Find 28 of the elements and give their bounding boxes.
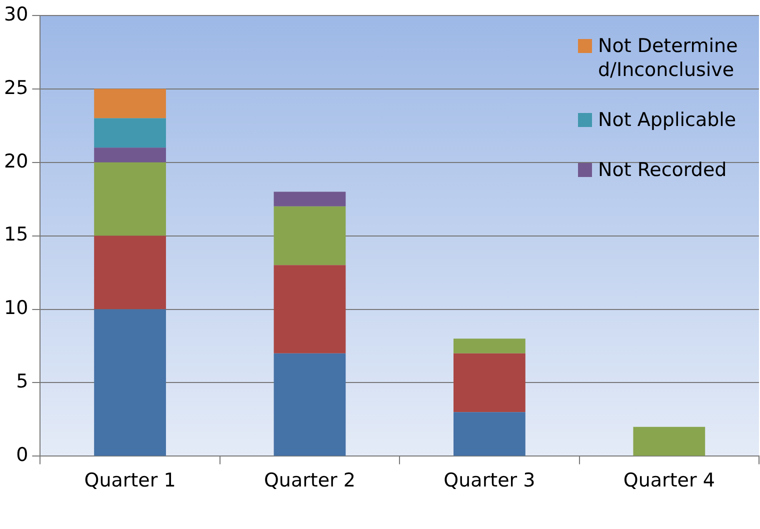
y-tick-label: 0 xyxy=(16,444,28,466)
legend-label: Not Recorded xyxy=(598,158,727,182)
bar xyxy=(274,353,346,456)
bar xyxy=(94,236,166,310)
bar xyxy=(454,412,526,456)
y-tick-label: 15 xyxy=(4,224,28,246)
legend-label: Not Applicable xyxy=(598,108,736,132)
bar xyxy=(274,206,346,266)
y-tick-label: 10 xyxy=(4,297,28,320)
bar xyxy=(274,192,346,206)
bar xyxy=(633,426,706,456)
y-tick-label: 30 xyxy=(4,3,28,26)
bar xyxy=(454,338,526,354)
x-tick-label: Quarter 2 xyxy=(264,470,356,492)
x-tick-label: Quarter 1 xyxy=(84,470,176,492)
bar xyxy=(94,88,166,118)
y-tick-label: 5 xyxy=(16,370,28,393)
y-tick-label: 25 xyxy=(4,76,28,99)
x-tick-label: Quarter 3 xyxy=(444,470,536,492)
y-tick-label: 20 xyxy=(4,150,28,172)
bar xyxy=(94,148,166,162)
x-tick-label: Quarter 4 xyxy=(623,470,715,492)
bar xyxy=(274,265,346,354)
bar xyxy=(454,353,526,412)
bar xyxy=(94,309,166,456)
bar xyxy=(94,162,166,236)
bar xyxy=(94,118,166,148)
legend-label: Not Determined/Inconclusive xyxy=(598,34,738,82)
